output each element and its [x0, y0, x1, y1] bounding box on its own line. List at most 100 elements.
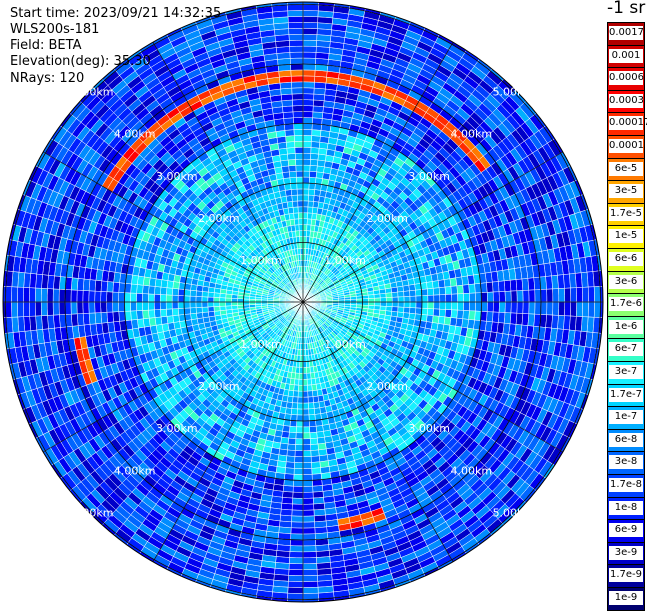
data-bin	[17, 302, 23, 317]
data-bin	[303, 135, 312, 141]
data-bin	[368, 298, 374, 302]
data-bin	[516, 313, 523, 325]
data-bin	[535, 290, 541, 302]
data-bin	[303, 141, 311, 147]
data-bin	[303, 403, 309, 409]
data-bin	[311, 462, 320, 469]
data-bin	[432, 316, 439, 324]
data-bin	[303, 498, 314, 504]
data-bin	[303, 70, 315, 76]
data-bin	[404, 291, 410, 297]
data-bin	[303, 415, 309, 421]
data-bin	[154, 286, 161, 294]
data-bin	[281, 503, 292, 510]
data-bin	[392, 297, 398, 302]
data-bin	[307, 379, 312, 385]
data-bin	[594, 302, 600, 318]
data-bin	[303, 177, 310, 183]
data-bin	[303, 153, 311, 159]
data-bin	[421, 308, 427, 315]
data-bin	[303, 397, 308, 403]
data-bin	[475, 302, 481, 311]
data-bin	[107, 292, 113, 302]
data-bin	[23, 302, 29, 317]
data-bin	[214, 297, 220, 302]
data-bin	[410, 308, 416, 314]
data-bin	[148, 302, 154, 310]
data-bin	[295, 445, 303, 451]
data-bin	[594, 286, 600, 302]
data-bin	[312, 384, 317, 390]
data-bin	[191, 313, 198, 319]
data-bin	[107, 281, 114, 292]
data-bin	[287, 444, 295, 451]
data-bin	[184, 308, 190, 315]
data-bin	[397, 286, 404, 292]
data-bin	[71, 290, 77, 302]
data-bin	[303, 391, 308, 397]
data-bin	[190, 302, 196, 308]
data-bin	[289, 563, 303, 569]
data-bin	[499, 291, 505, 302]
data-bin	[160, 302, 166, 309]
data-bin	[287, 593, 303, 599]
data-bin	[166, 295, 172, 302]
data-bin	[166, 309, 172, 316]
data-bin	[303, 563, 317, 569]
data-bin	[295, 451, 303, 457]
data-bin	[83, 290, 89, 302]
data-bin	[481, 302, 487, 312]
data-bin	[481, 292, 487, 302]
data-bin	[297, 403, 303, 409]
data-bin	[83, 279, 90, 291]
data-bin	[303, 427, 310, 433]
data-bin	[404, 296, 410, 302]
data-bin	[309, 420, 316, 426]
data-bin	[284, 474, 294, 481]
data-bin	[299, 367, 303, 373]
data-bin	[131, 311, 138, 320]
data-bin	[303, 147, 311, 153]
data-bin	[113, 282, 120, 292]
data-bin	[386, 302, 392, 307]
data-bin	[202, 307, 208, 313]
data-bin	[59, 302, 65, 315]
data-bin	[286, 462, 295, 469]
data-bin	[523, 302, 529, 314]
data-bin	[292, 510, 303, 516]
data-bin	[113, 312, 120, 322]
data-bin	[297, 415, 303, 421]
data-bin	[172, 295, 178, 302]
data-bin	[303, 367, 307, 373]
data-bin	[101, 302, 107, 313]
data-bin	[356, 299, 362, 302]
data-bin	[303, 385, 308, 391]
data-bin	[101, 291, 107, 302]
data-bin	[469, 302, 475, 311]
data-bin	[564, 288, 570, 302]
data-bin	[71, 302, 77, 314]
data-bin	[303, 361, 306, 367]
data-bin	[312, 130, 321, 137]
data-bin	[292, 403, 298, 409]
data-bin	[303, 201, 308, 207]
data-bin	[313, 491, 324, 498]
data-bin	[294, 474, 303, 480]
data-bin	[380, 298, 386, 302]
data-bin	[451, 286, 458, 294]
data-bin	[178, 302, 184, 309]
data-bin	[294, 462, 303, 468]
data-bin	[386, 297, 392, 302]
data-bin	[294, 468, 303, 474]
data-bin	[130, 302, 136, 311]
data-bin	[23, 287, 29, 302]
data-bin	[101, 281, 108, 292]
data-bin	[416, 302, 422, 308]
data-bin	[492, 312, 499, 323]
data-bin	[517, 302, 523, 314]
data-bin	[83, 313, 90, 325]
data-bin	[415, 308, 421, 315]
data-bin	[516, 279, 523, 291]
data-bin	[303, 46, 316, 52]
data-bin	[303, 129, 312, 135]
